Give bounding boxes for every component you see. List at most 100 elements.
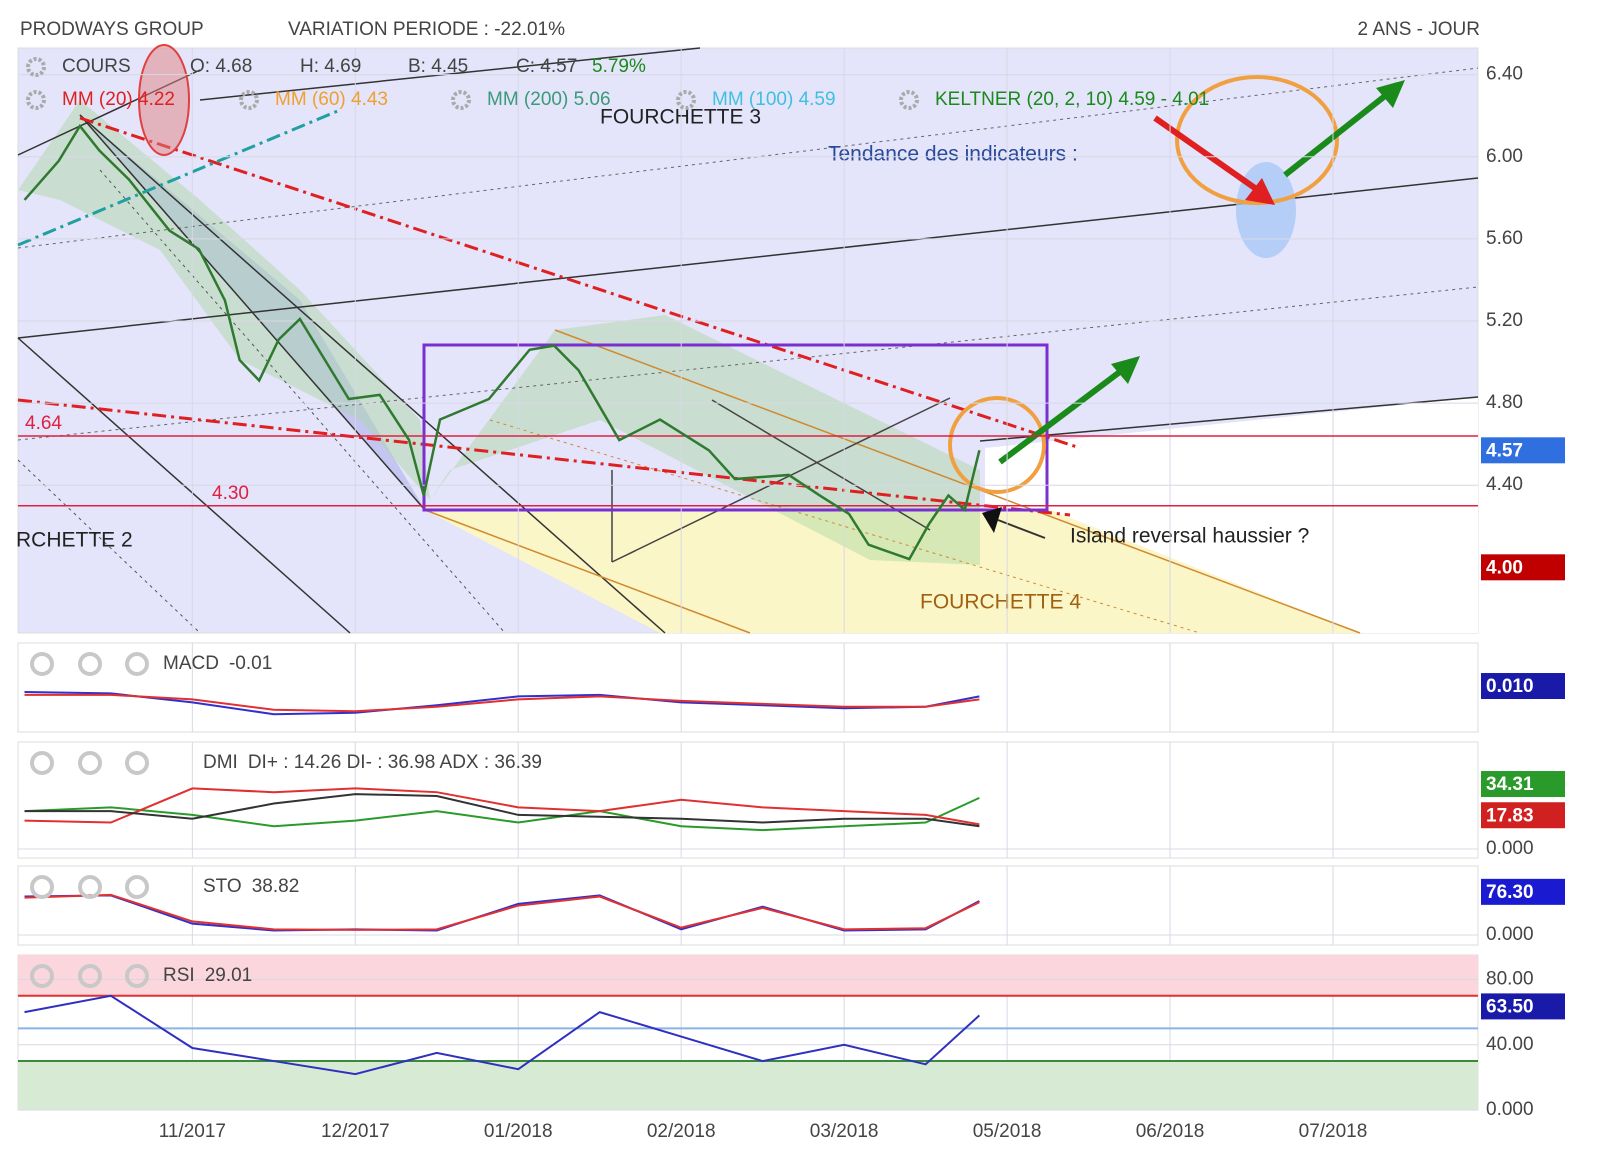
- gear-icon: [239, 90, 259, 110]
- panel-bg: [17, 741, 1479, 859]
- band-fill: [430, 315, 980, 565]
- y-tick-label: 40.00: [1486, 1034, 1534, 1055]
- channel-line: [79, 114, 426, 511]
- x-tick-label: 05/2018: [973, 1121, 1042, 1142]
- arrow: [1283, 89, 1392, 178]
- panel-title: MACD: [163, 653, 219, 674]
- panel-icon: [78, 964, 102, 988]
- gear-icon: [899, 90, 919, 110]
- annotation: FOURCHETTE 4: [920, 591, 1081, 614]
- quote-value: C: 4.57: [516, 56, 577, 77]
- y-tick-label: 0.000: [1486, 838, 1534, 859]
- indicator-legend: KELTNER (20, 2, 10) 4.59 - 4.01: [935, 89, 1209, 110]
- quote-value: B: 4.45: [408, 56, 468, 77]
- channel-line: [99, 169, 506, 634]
- channel-line: [554, 329, 1361, 634]
- panel-icon: [78, 875, 102, 899]
- variation: VARIATION PERIODE : -22.01%: [288, 19, 565, 40]
- series-line: [24, 787, 980, 826]
- indicator-legend: MM (100) 4.59: [712, 89, 836, 110]
- panel-icon: [78, 652, 102, 676]
- channel-fill: [425, 510, 1360, 633]
- panel-reading: 38.82: [252, 876, 300, 897]
- chart-title: PRODWAYS GROUP: [20, 19, 204, 40]
- panel-title: STO: [203, 876, 242, 897]
- y-tick-label: 80.00: [1486, 968, 1534, 989]
- trend-line: [711, 399, 931, 531]
- y-tick-label: 4.40: [1486, 474, 1523, 495]
- channel-line: [424, 509, 751, 634]
- value-badge-label: 17.83: [1486, 805, 1534, 826]
- legend-entry: COURS: [62, 56, 131, 77]
- gear-icon: [451, 90, 471, 110]
- oversold-zone: [18, 1061, 1478, 1110]
- panel-reading: DI+ : 14.26 DI- : 36.98 ADX : 36.39: [248, 752, 542, 773]
- trend-line: [17, 177, 1479, 339]
- indicator-legend: MM (20) 4.22: [62, 89, 175, 110]
- value-badge: [1481, 771, 1565, 798]
- panel-icon: [125, 751, 149, 775]
- y-tick-label: 4.80: [1486, 392, 1523, 413]
- value-badge: [1481, 554, 1565, 581]
- annotation: RCHETTE 2: [16, 529, 133, 552]
- indicator-legend: MM (60) 4.43: [275, 89, 388, 110]
- series-line: [24, 893, 980, 931]
- white-zone: [985, 397, 1478, 633]
- annotation: Tendance des indicateurs :: [828, 143, 1078, 166]
- panel-reading: 29.01: [205, 965, 253, 986]
- series-line: [24, 994, 981, 1076]
- arrow-head: [1376, 80, 1405, 108]
- x-tick-label: 12/2017: [321, 1121, 390, 1142]
- value-badge-label: 0.010: [1486, 676, 1534, 697]
- value-badge-label: 34.31: [1486, 774, 1534, 795]
- series-line: [24, 796, 980, 832]
- x-tick-label: 03/2018: [810, 1121, 879, 1142]
- series-line: [23, 123, 981, 561]
- overbought-zone: [18, 955, 1478, 996]
- trend-line: [611, 397, 951, 563]
- x-tick-label: 11/2017: [159, 1121, 226, 1142]
- arrow: [1153, 115, 1264, 196]
- y-tick-label: 6.40: [1486, 64, 1523, 85]
- highlight: [948, 396, 1046, 494]
- highlight: [1175, 75, 1339, 205]
- arrow-head: [982, 507, 1002, 533]
- value-badge: [1481, 673, 1565, 700]
- channel-line: [489, 419, 1201, 634]
- arrow-head: [1111, 356, 1140, 384]
- value-badge-label: 76.30: [1486, 882, 1534, 903]
- arrow: [997, 519, 1046, 539]
- series-line: [24, 793, 980, 828]
- value-badge: [1481, 802, 1565, 829]
- series-line: [24, 693, 980, 713]
- y-tick-label: 0.000: [1486, 1099, 1534, 1120]
- series-line: [24, 690, 980, 716]
- annotation: FOURCHETTE 3: [600, 106, 761, 129]
- highlight: [138, 44, 190, 156]
- quote-value: H: 4.69: [300, 56, 361, 77]
- resistance-line: [79, 116, 1081, 450]
- trend-line: [199, 47, 701, 101]
- level-label: 4.64: [25, 413, 62, 434]
- x-tick-label: 01/2018: [484, 1121, 553, 1142]
- y-tick-label: 6.00: [1486, 146, 1523, 167]
- arrow: [998, 365, 1127, 465]
- arrow-head: [1245, 178, 1275, 205]
- value-badge-label: 63.50: [1486, 996, 1534, 1017]
- y-tick-label: 5.60: [1486, 228, 1523, 249]
- panel-icon: [30, 751, 54, 775]
- channel-line: [79, 114, 666, 634]
- panel-icon: [30, 652, 54, 676]
- quote-value: O: 4.68: [190, 56, 252, 77]
- x-tick-label: 07/2018: [1299, 1121, 1368, 1142]
- x-tick-label: 06/2018: [1136, 1121, 1205, 1142]
- panel-icon: [30, 964, 54, 988]
- panel-icon: [125, 875, 149, 899]
- indicator-legend: MM (200) 5.06: [487, 89, 611, 110]
- trend-line: [979, 396, 1479, 442]
- panel-icon: [30, 875, 54, 899]
- value-badge: [1481, 878, 1565, 905]
- panel-title: RSI: [163, 965, 195, 986]
- panel-bg: [17, 642, 1479, 733]
